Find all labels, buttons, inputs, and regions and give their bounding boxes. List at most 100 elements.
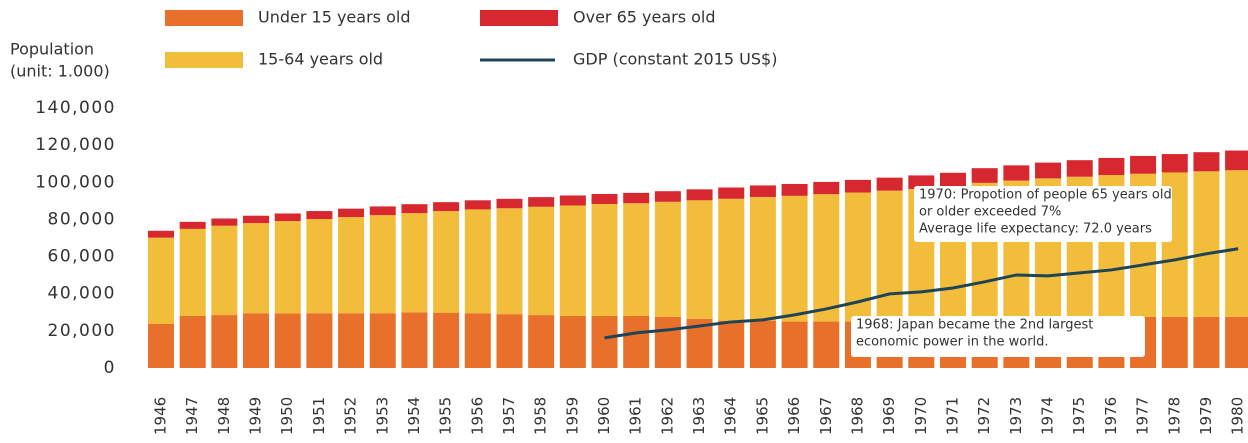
y-axis-title: Population: [10, 40, 94, 59]
x-tick-label: 1950: [278, 397, 296, 435]
bar-segment: [433, 202, 460, 212]
bar-segment: [559, 195, 586, 206]
x-tick-label: 1947: [183, 397, 201, 435]
bar-segment: [243, 223, 270, 314]
bar-segment: [876, 190, 903, 322]
bar-segment: [623, 203, 650, 316]
bar-segment: [179, 228, 206, 316]
bar-segment: [528, 206, 555, 316]
bar-segment: [274, 221, 301, 314]
bar-segment: [274, 213, 301, 222]
annotation-text: Average life expectancy: 72.0 years: [919, 222, 1152, 237]
bar-segment: [528, 315, 555, 368]
legend-swatch: [165, 52, 243, 68]
bar-segment: [369, 313, 396, 368]
x-tick-label: 1972: [975, 397, 993, 435]
bar-segment: [243, 215, 270, 224]
bar-segment: [211, 225, 238, 316]
x-tick-label: 1955: [437, 397, 455, 435]
bar-segment: [528, 197, 555, 207]
bar-segment: [369, 206, 396, 216]
x-tick-label: 1969: [880, 397, 898, 435]
bar-segment: [686, 200, 713, 319]
bar-segment: [1066, 160, 1093, 177]
x-tick-label: 1971: [944, 397, 962, 435]
bar-segment: [306, 313, 333, 368]
bar-segment: [1003, 165, 1030, 181]
x-tick-label: 1954: [405, 397, 423, 435]
bar-segment: [464, 313, 491, 368]
bar-segment: [781, 321, 808, 368]
bar-segment: [971, 168, 998, 183]
bar-segment: [211, 218, 238, 226]
x-tick-label: 1973: [1007, 397, 1025, 435]
bar-segment: [749, 196, 776, 321]
x-tick-label: 1948: [215, 397, 233, 435]
x-tick-label: 1978: [1165, 397, 1183, 435]
x-tick-label: 1963: [690, 397, 708, 435]
bar-segment: [496, 198, 523, 209]
legend-swatch: [480, 10, 558, 26]
x-tick-label: 1965: [753, 397, 771, 435]
bar-segment: [338, 208, 365, 218]
bar-segment: [781, 195, 808, 322]
bar-segment: [940, 172, 966, 187]
bar-segment: [749, 185, 776, 197]
bar-segment: [718, 187, 745, 199]
bar-segment: [1161, 154, 1188, 173]
x-tick-label: 1974: [1039, 397, 1057, 435]
bar-segment: [686, 189, 713, 201]
bar-segment: [781, 183, 808, 196]
annotation-text: 1968: Japan became the 2nd largest: [856, 318, 1093, 333]
bar-segment: [654, 201, 681, 317]
bar-segment: [338, 217, 365, 314]
y-axis-title: (unit: 1.000): [10, 62, 110, 81]
x-tick-label: 1979: [1197, 397, 1215, 435]
bar-segment: [464, 209, 491, 314]
bar-segment: [433, 312, 460, 368]
x-tick-label: 1951: [310, 397, 328, 435]
x-tick-label: 1957: [500, 397, 518, 435]
bar-segment: [654, 316, 681, 368]
bar-segment: [876, 177, 903, 191]
x-tick-label: 1956: [468, 397, 486, 435]
x-tick-label: 1968: [848, 397, 866, 435]
x-tick-label: 1959: [563, 397, 581, 435]
y-tick-label: 0: [104, 358, 116, 378]
x-tick-label: 1970: [912, 397, 930, 435]
bar-segment: [148, 323, 174, 368]
bar-segment: [179, 221, 206, 229]
bar-segment: [401, 204, 428, 214]
x-tick-label: 1966: [785, 397, 803, 435]
bar-segment: [1035, 162, 1062, 179]
y-tick-label: 140,000: [35, 98, 116, 118]
legend-label: Under 15 years old: [258, 8, 410, 27]
y-tick-label: 80,000: [48, 209, 116, 229]
bar-segment: [1225, 316, 1248, 368]
bar-segment: [148, 237, 174, 324]
x-tick-label: 1960: [595, 397, 613, 435]
bar-segment: [211, 315, 238, 368]
bar-segment: [623, 316, 650, 368]
y-tick-label: 120,000: [35, 135, 116, 155]
y-tick-label: 40,000: [48, 284, 116, 304]
bar-segment: [718, 320, 745, 368]
x-tick-label: 1980: [1229, 397, 1247, 435]
bar-segment: [433, 211, 460, 313]
annotation-box: [914, 186, 1172, 242]
x-tick-label: 1962: [658, 397, 676, 435]
bar-segment: [179, 316, 206, 368]
bar-segment: [148, 230, 174, 238]
bar-segment: [1193, 316, 1220, 368]
legend-label: GDP (constant 2015 US$): [573, 50, 777, 69]
gdp-line: [604, 247, 1239, 340]
bar-segment: [591, 193, 618, 205]
bar-segment: [813, 194, 840, 322]
bar-segment: [1225, 150, 1248, 171]
y-tick-label: 100,000: [35, 172, 116, 192]
bar-segment: [591, 316, 618, 368]
bar-segment: [749, 320, 776, 368]
bar-segment: [1098, 157, 1125, 176]
annotation-text: economic power in the world.: [856, 335, 1049, 350]
